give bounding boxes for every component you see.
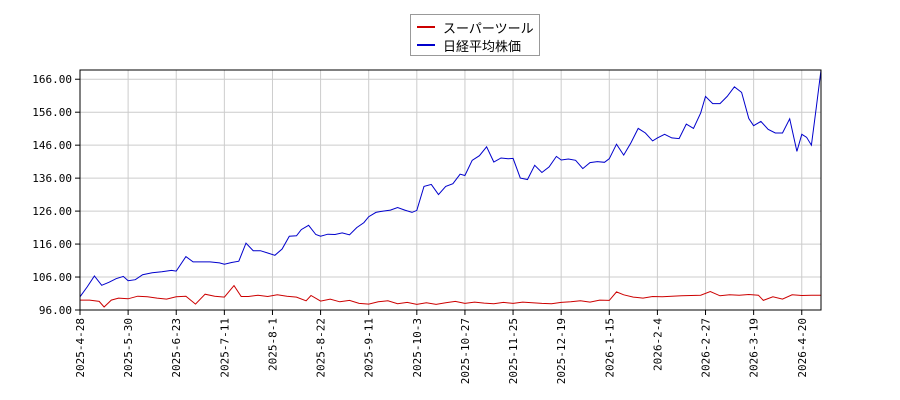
x-tick-label: 2026-2-4 [651,318,664,371]
y-tick-label: 116.00 [32,238,72,251]
legend-label-series-1: スーパーツール [443,21,534,37]
legend-swatch-series-2 [417,44,435,46]
y-tick-label: 166.00 [32,73,72,86]
x-tick-label: 2026-1-15 [603,318,616,378]
x-tick-label: 2025-7-11 [218,318,231,378]
x-tick-label: 2025-9-11 [363,318,376,378]
y-tick-label: 106.00 [32,271,72,284]
legend-item-series-1: スーパーツール [417,18,534,37]
x-tick-label: 2025-4-28 [74,318,87,378]
plot-frame [79,69,822,311]
x-tick-label: 2025-8-22 [315,318,328,378]
series-line-1 [80,284,821,308]
x-tick-label: 2025-10-3 [411,318,424,378]
y-tick-label: 146.00 [32,139,72,152]
x-tick-label: 2025-10-27 [459,318,472,384]
y-tick-label: 96.00 [39,304,72,317]
x-tick-label: 2025-8-1 [266,318,279,371]
y-tick-labels: 96.00 106.00 116.00 126.00 136.00 146.00 156.0… [32,73,72,317]
plot-background [80,70,821,310]
x-tick-label: 2026-3-19 [748,318,761,378]
axes [75,69,822,315]
y-tick-label: 156.00 [32,106,72,119]
gridlines [79,70,821,311]
x-tick-label: 2025-5-30 [122,318,135,378]
x-tick-label: 2026-4-20 [796,318,809,378]
legend: スーパーツール 日経平均株価 [410,14,540,56]
series-lines [79,69,822,308]
legend-item-series-2: 日経平均株価 [417,36,522,55]
x-tick-label: 2026-2-27 [700,318,713,378]
legend-label-series-2: 日経平均株価 [443,39,522,55]
x-tick-label: 2025-6-23 [170,318,183,378]
legend-swatch-series-1 [417,26,435,28]
x-tick-label: 2025-12-19 [555,318,568,384]
y-tick-label: 136.00 [32,172,72,185]
x-tick-label: 2025-11-25 [507,318,520,384]
y-tick-label: 126.00 [32,205,72,218]
x-tick-labels: 2025-4-28 2025-5-30 2025-6-23 2025-7-11 2025… [74,318,809,385]
series-line-2 [79,69,822,298]
